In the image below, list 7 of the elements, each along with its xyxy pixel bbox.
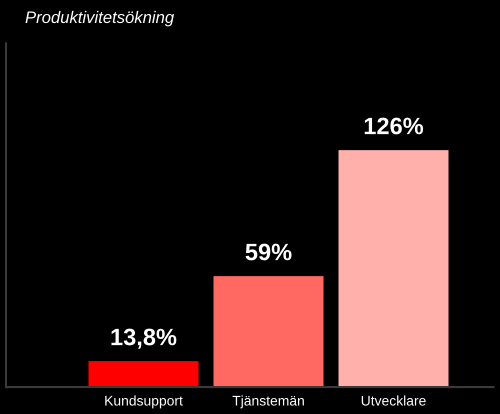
data-label: 13,8% [112, 328, 176, 349]
data-label: 126% [364, 118, 424, 134]
x-tick-label: Utvecklare [362, 395, 426, 406]
x-tick-label: Tjänstemän [232, 395, 304, 408]
x-tick-label: Kundsupport [105, 395, 183, 408]
chart-title: Produktivitetsökning [26, 10, 174, 26]
data-label: 59% [246, 244, 292, 260]
